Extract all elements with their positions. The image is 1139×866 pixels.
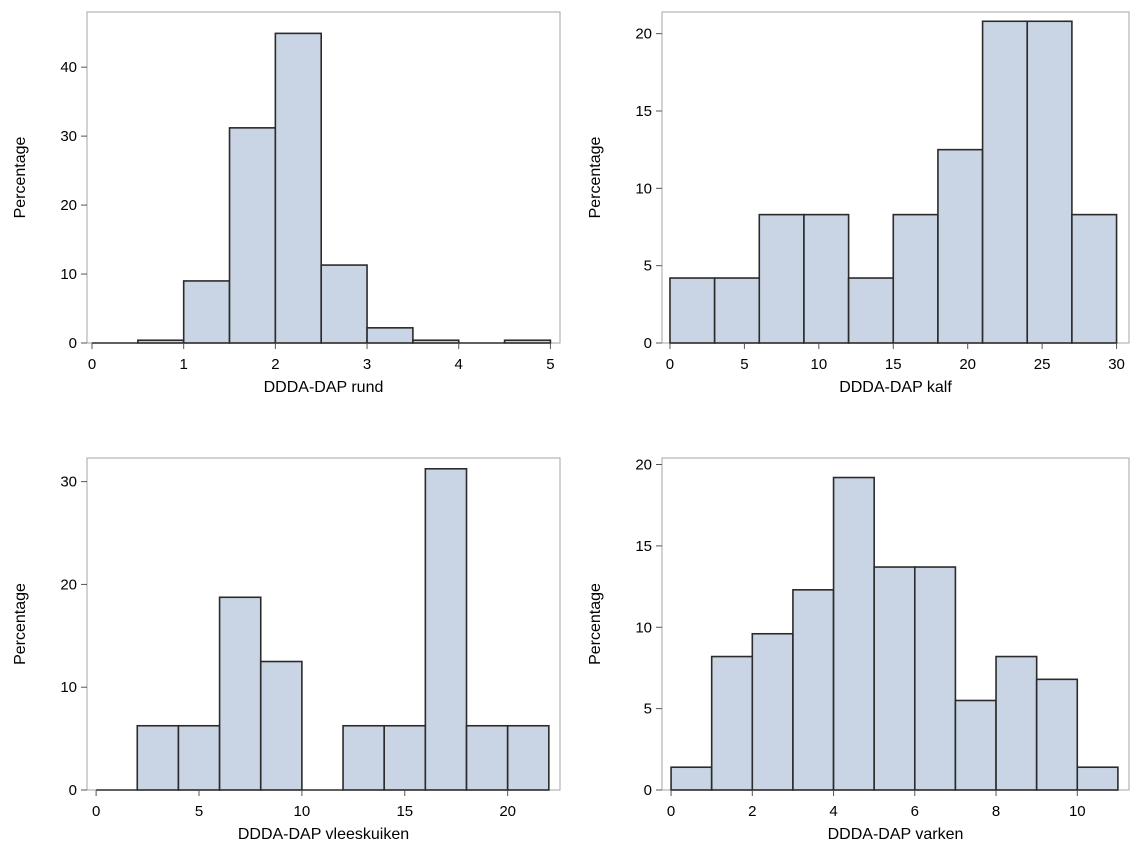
x-tick-label: 5 xyxy=(195,803,203,820)
histogram-bar xyxy=(670,766,713,791)
histogram-bar xyxy=(713,277,761,344)
histogram-bar xyxy=(506,724,550,791)
histogram-bar xyxy=(792,589,835,791)
histogram-bar xyxy=(913,566,957,791)
histogram-bar xyxy=(424,467,468,791)
histogram-kalf: 0 5 10 15 20 25 30 0 5 10 15 20 DDDA-DAP kalf Percent… xyxy=(570,0,1139,433)
y-tick-label: 15 xyxy=(635,103,652,120)
histogram-bar xyxy=(1076,766,1119,791)
y-tick-label: 10 xyxy=(60,266,77,283)
x-axis-label: DDDA-DAP varken xyxy=(828,826,964,843)
y-tick-label: 0 xyxy=(644,782,652,799)
histogram-bar xyxy=(412,339,460,344)
x-tick-label: 15 xyxy=(396,803,413,820)
histogram-bar xyxy=(954,699,997,791)
x-tick-label: 5 xyxy=(740,356,748,373)
x-tick-label: 15 xyxy=(885,356,902,373)
x-tick-label: 10 xyxy=(294,803,311,820)
histogram-bar xyxy=(383,724,427,791)
histogram-bar xyxy=(873,566,916,791)
x-tick-label: 20 xyxy=(959,356,976,373)
histogram-bar xyxy=(847,277,895,344)
y-tick-label: 10 xyxy=(635,180,652,197)
histogram-bar xyxy=(137,339,185,344)
histogram-bar xyxy=(1035,678,1079,791)
x-axis-label: DDDA-DAP kalf xyxy=(839,379,952,396)
x-tick-label: 30 xyxy=(1108,356,1125,373)
x-tick-label: 4 xyxy=(829,803,837,820)
histogram-bar xyxy=(751,632,794,791)
chart-svg-kalf: 0 5 10 15 20 25 30 0 5 10 15 20 DDDA-DAP kalf Percent… xyxy=(587,11,1130,396)
histogram-bar xyxy=(803,213,850,344)
x-axis-label: DDDA-DAP vleeskuiken xyxy=(238,826,409,843)
histogram-bar xyxy=(995,655,1038,791)
histogram-bar xyxy=(832,476,875,791)
x-tick-label: 5 xyxy=(546,356,554,373)
y-tick-label: 30 xyxy=(60,474,77,491)
x-tick-label: 2 xyxy=(271,356,279,373)
chart-svg-vleeskuiken: 0 5 10 15 20 0 10 20 30 DDDA-DAP vleeskuiken Perce… xyxy=(12,457,561,843)
y-tick-label: 0 xyxy=(69,335,77,352)
y-tick-label: 0 xyxy=(644,335,652,352)
y-tick-label: 20 xyxy=(635,26,652,43)
histogram-bar xyxy=(259,660,303,791)
y-tick-label: 40 xyxy=(60,59,77,76)
histogram-bar xyxy=(465,724,509,791)
y-tick-label: 20 xyxy=(635,457,652,474)
x-tick-label: 4 xyxy=(455,356,463,373)
y-axis-label: Percentage xyxy=(587,136,604,218)
y-axis-label: Percentage xyxy=(12,583,29,665)
histogram-bar xyxy=(177,724,221,791)
y-tick-label: 30 xyxy=(60,128,77,145)
y-tick-label: 5 xyxy=(644,701,652,718)
x-tick-label: 20 xyxy=(499,803,516,820)
y-tick-label: 15 xyxy=(635,538,652,555)
x-tick-label: 3 xyxy=(363,356,371,373)
histogram-bar xyxy=(218,596,262,791)
y-axis-label: Percentage xyxy=(12,136,29,218)
histogram-bar xyxy=(342,724,386,791)
histogram-bar xyxy=(710,655,754,791)
histogram-bar xyxy=(366,327,414,344)
y-tick-label: 10 xyxy=(60,679,77,696)
y-tick-label: 0 xyxy=(69,782,77,799)
chart-svg-rund: 0 1 2 3 4 5 0 10 20 30 40 DDDA-DAP rund Percentage xyxy=(12,11,561,396)
y-tick-label: 20 xyxy=(60,576,77,593)
histogram-bar xyxy=(758,213,805,344)
x-tick-label: 0 xyxy=(88,356,96,373)
histogram-bar xyxy=(228,127,277,344)
histogram-bar xyxy=(136,724,180,791)
histogram-bar xyxy=(274,32,323,344)
x-axis-label: DDDA-DAP rund xyxy=(264,379,384,396)
histogram-varken: 0 2 4 6 8 10 0 5 10 15 20 DDDA-DAP varken Percentage xyxy=(570,433,1139,866)
x-tick-label: 0 xyxy=(667,803,675,820)
histogram-bar xyxy=(937,148,984,344)
y-tick-label: 10 xyxy=(635,619,652,636)
x-tick-label: 6 xyxy=(911,803,919,820)
x-tick-label: 25 xyxy=(1034,356,1051,373)
histogram-rund: 0 1 2 3 4 5 0 10 20 30 40 DDDA-DAP rund Percentage xyxy=(0,0,570,433)
x-tick-label: 1 xyxy=(180,356,188,373)
y-tick-label: 5 xyxy=(644,258,652,275)
histogram-bar xyxy=(503,339,552,344)
x-tick-label: 2 xyxy=(748,803,756,820)
histogram-bar xyxy=(981,20,1029,344)
x-tick-label: 10 xyxy=(810,356,827,373)
histogram-bar xyxy=(320,264,368,344)
histogram-bar xyxy=(1071,213,1118,344)
histogram-bar xyxy=(669,277,716,344)
x-tick-label: 8 xyxy=(992,803,1000,820)
histogram-bar xyxy=(892,213,939,344)
chart-svg-varken: 0 2 4 6 8 10 0 5 10 15 20 DDDA-DAP varken Percentage xyxy=(587,457,1130,843)
x-tick-label: 0 xyxy=(666,356,674,373)
y-axis-label: Percentage xyxy=(587,583,604,665)
histogram-bar xyxy=(1026,20,1073,344)
histogram-vleeskuiken: 0 5 10 15 20 0 10 20 30 DDDA-DAP vleeskuiken Perce… xyxy=(0,433,570,866)
x-tick-label: 0 xyxy=(92,803,100,820)
histogram-bar xyxy=(182,280,231,344)
x-tick-label: 10 xyxy=(1069,803,1086,820)
y-tick-label: 20 xyxy=(60,197,77,214)
